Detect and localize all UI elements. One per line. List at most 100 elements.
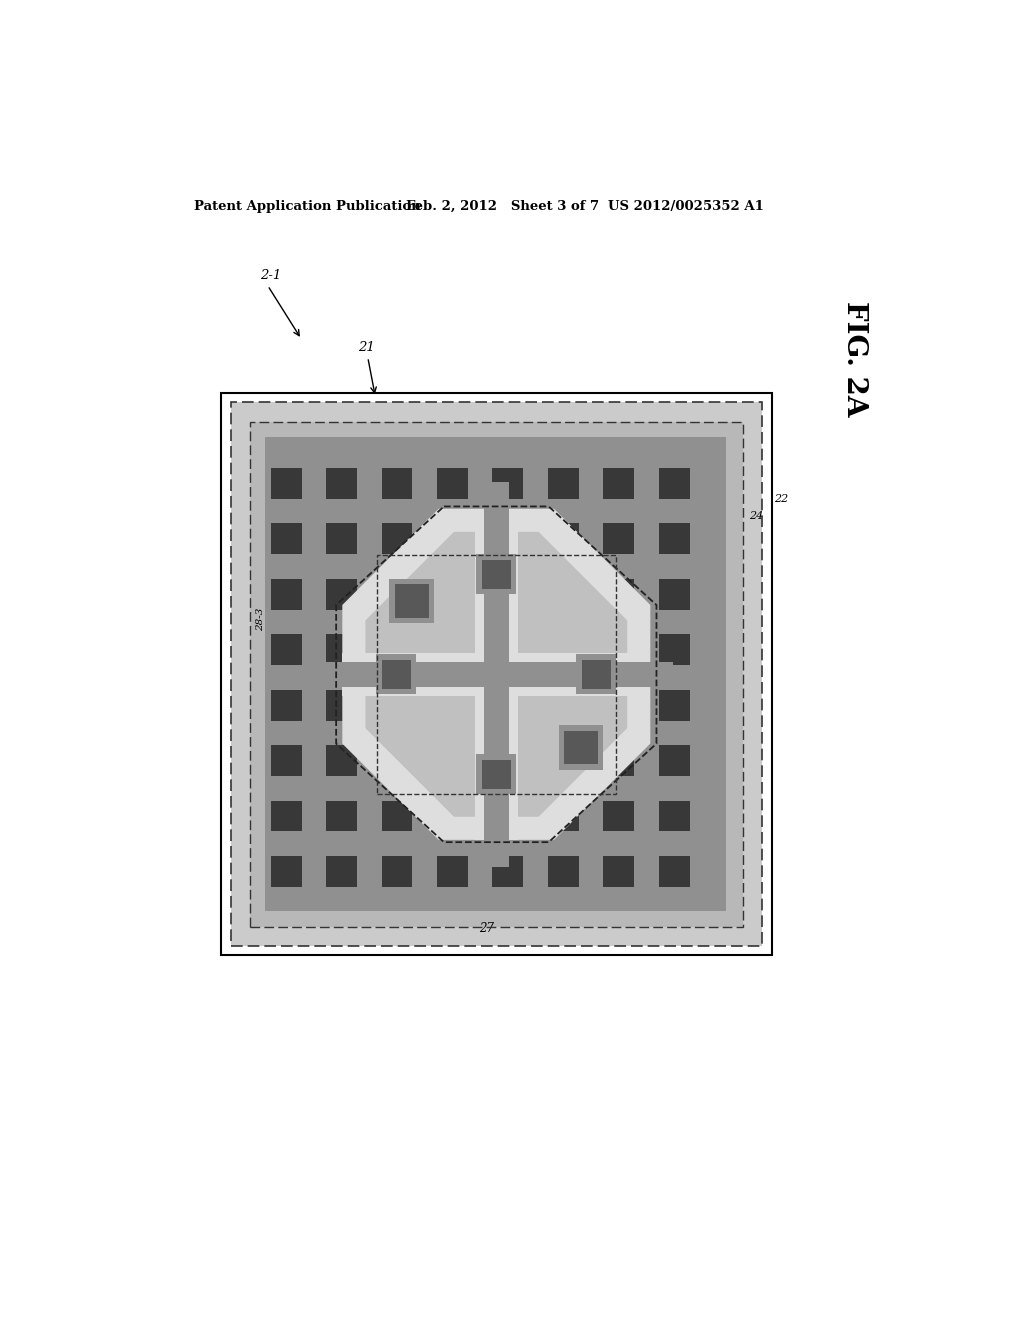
Bar <box>603 579 634 610</box>
Text: W3: W3 <box>414 722 430 731</box>
Bar <box>342 653 650 696</box>
Bar <box>484 840 509 863</box>
Bar <box>382 469 413 499</box>
Bar <box>250 422 742 927</box>
Bar <box>603 744 634 776</box>
Bar <box>603 635 634 665</box>
Bar <box>475 508 518 840</box>
Bar <box>603 800 634 832</box>
Text: 25-2: 25-2 <box>388 618 410 627</box>
Text: Patent Application Publication: Patent Application Publication <box>194 199 421 213</box>
Text: 25-1: 25-1 <box>432 788 455 796</box>
Bar <box>270 524 301 554</box>
Bar <box>437 524 468 554</box>
Bar <box>484 486 509 508</box>
Bar <box>437 800 468 832</box>
Bar <box>493 800 523 832</box>
Bar <box>394 585 429 618</box>
Bar <box>270 744 301 776</box>
Bar <box>270 579 301 610</box>
Bar <box>250 422 742 927</box>
Bar <box>476 554 516 594</box>
Text: 21: 21 <box>357 341 375 354</box>
Bar <box>658 744 689 776</box>
Text: US 2012/0025352 A1: US 2012/0025352 A1 <box>608 199 764 213</box>
Bar <box>326 744 357 776</box>
Text: 25: 25 <box>478 656 492 665</box>
Text: 28-2: 28-2 <box>517 607 539 615</box>
Bar <box>658 579 689 610</box>
Text: 26-2: 26-2 <box>441 692 464 701</box>
Text: 28-1: 28-1 <box>370 793 391 803</box>
Text: 26-4: 26-4 <box>538 639 559 648</box>
Bar <box>382 800 413 832</box>
Bar <box>658 689 689 721</box>
Text: 28-3: 28-3 <box>256 607 265 631</box>
Bar <box>493 469 523 499</box>
Bar <box>476 755 516 795</box>
Bar <box>437 857 468 887</box>
Text: 23: 23 <box>568 656 583 665</box>
Bar <box>326 800 357 832</box>
Polygon shape <box>366 532 628 817</box>
Bar <box>658 635 689 665</box>
Bar <box>582 660 611 689</box>
Bar <box>650 663 674 686</box>
Bar <box>382 660 411 689</box>
Text: 24: 24 <box>749 511 763 521</box>
Bar <box>548 857 579 887</box>
Bar <box>564 730 598 764</box>
Bar <box>437 469 468 499</box>
Bar <box>270 469 301 499</box>
Bar <box>493 524 523 554</box>
Bar <box>221 393 772 956</box>
Bar <box>265 437 726 911</box>
Bar <box>484 825 509 867</box>
Bar <box>230 403 762 946</box>
Bar <box>230 403 762 946</box>
Bar <box>326 857 357 887</box>
Text: FIG. 2A: FIG. 2A <box>841 301 868 416</box>
Bar <box>481 560 511 589</box>
Bar <box>326 469 357 499</box>
Bar <box>548 800 579 832</box>
Text: 28: 28 <box>322 453 336 462</box>
Bar <box>326 689 357 721</box>
Bar <box>603 689 634 721</box>
Bar <box>493 857 523 887</box>
Bar <box>270 800 301 832</box>
Text: 22: 22 <box>774 494 788 504</box>
Bar <box>484 482 509 524</box>
Bar <box>658 469 689 499</box>
Text: 26-1: 26-1 <box>453 561 474 569</box>
Bar <box>603 524 634 554</box>
Bar <box>376 655 416 694</box>
Text: 28-1: 28-1 <box>333 611 354 620</box>
Polygon shape <box>342 508 650 840</box>
Bar <box>326 579 357 610</box>
Bar <box>326 635 357 665</box>
Bar <box>270 689 301 721</box>
Bar <box>658 800 689 832</box>
Bar <box>377 554 615 793</box>
Text: Feb. 2, 2012   Sheet 3 of 7: Feb. 2, 2012 Sheet 3 of 7 <box>407 199 599 213</box>
Bar <box>484 508 509 840</box>
Bar <box>342 663 650 686</box>
Text: 2-1: 2-1 <box>260 269 282 282</box>
Text: 26-3: 26-3 <box>527 733 549 742</box>
Bar <box>603 857 634 887</box>
Bar <box>389 578 434 623</box>
Bar <box>548 469 579 499</box>
Bar <box>481 760 511 789</box>
Text: W4: W4 <box>401 705 418 714</box>
Bar <box>577 655 616 694</box>
Bar <box>382 524 413 554</box>
Bar <box>319 663 342 686</box>
Bar <box>382 857 413 887</box>
Bar <box>326 524 357 554</box>
Text: 27: 27 <box>478 921 494 935</box>
Bar <box>658 524 689 554</box>
Bar <box>270 857 301 887</box>
Bar <box>548 524 579 554</box>
Bar <box>270 635 301 665</box>
